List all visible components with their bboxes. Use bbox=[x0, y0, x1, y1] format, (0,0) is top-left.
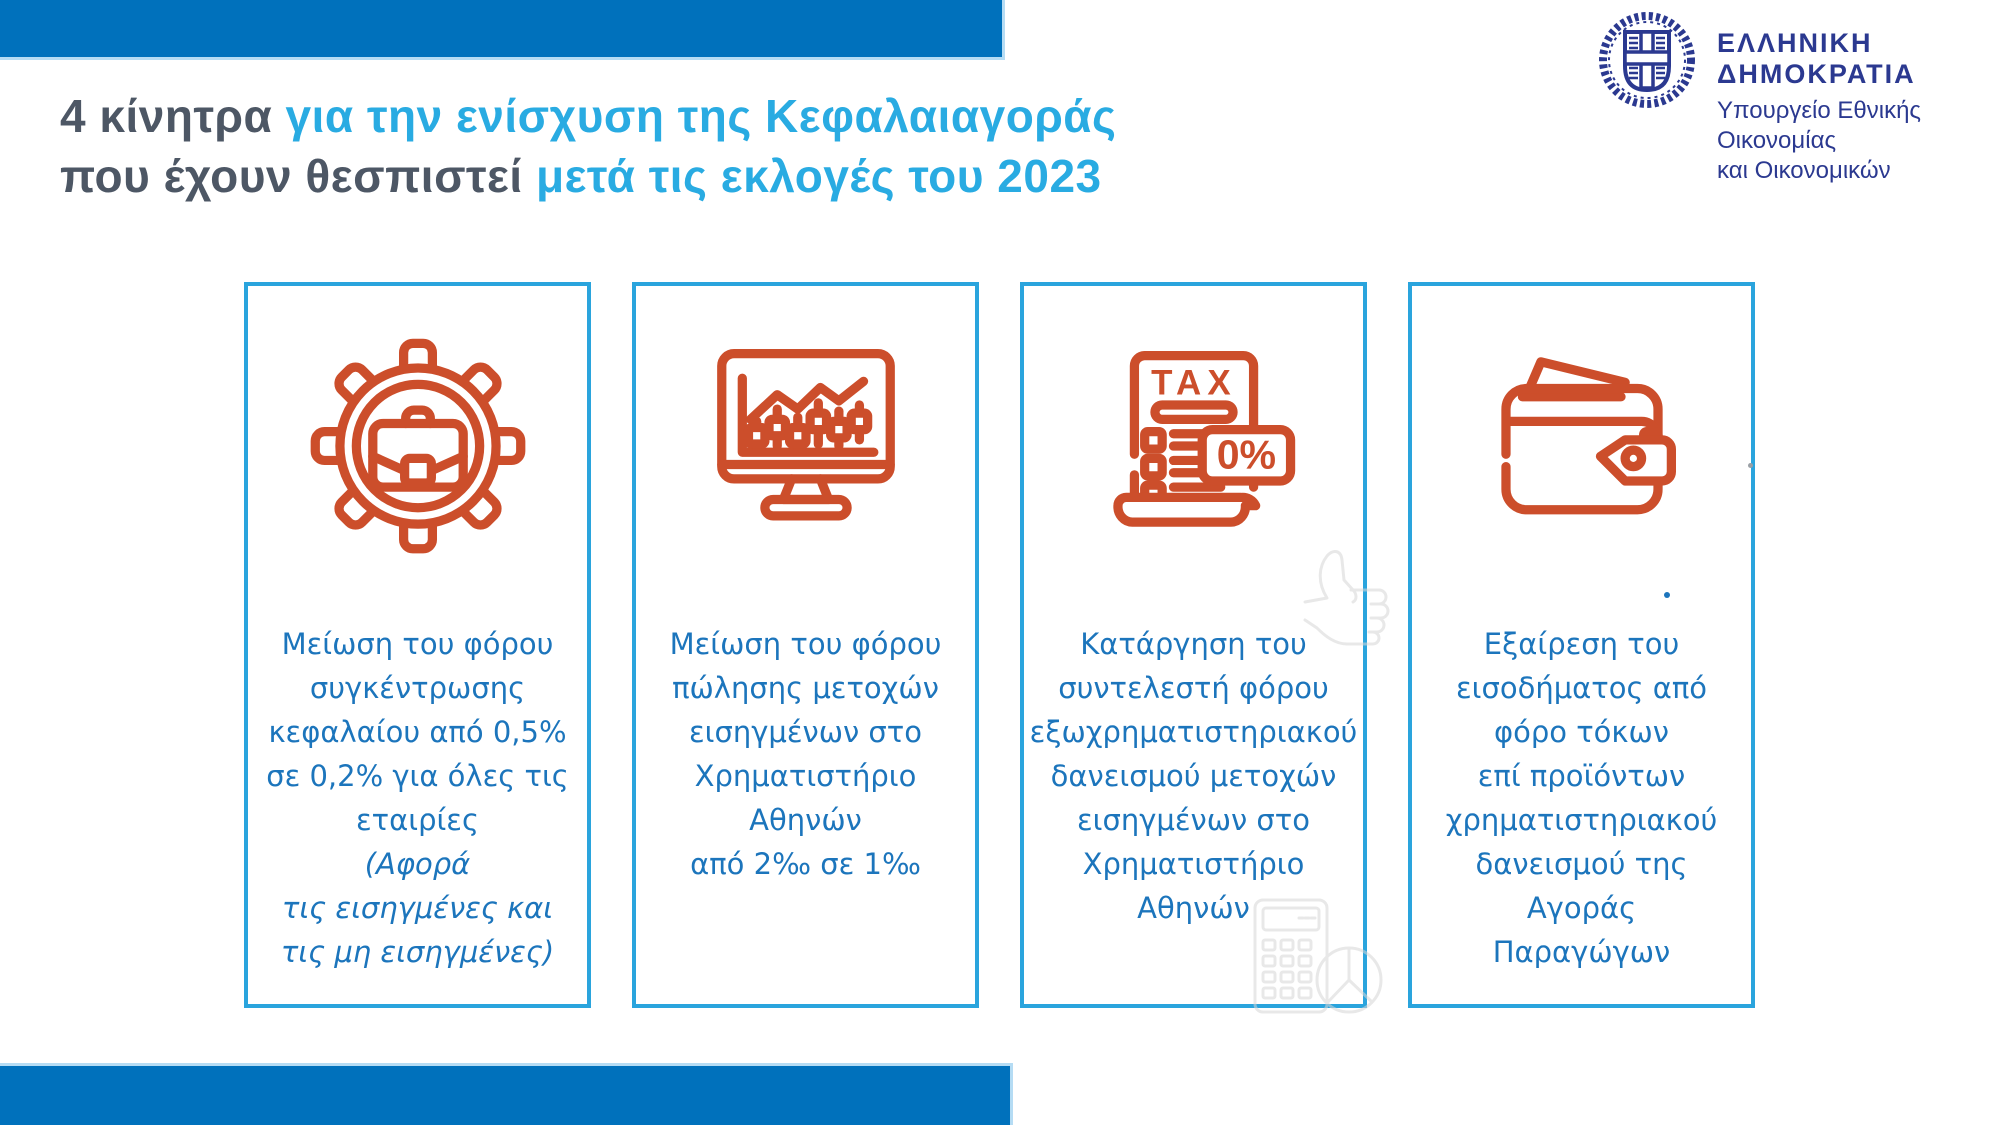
title-line1-dark: 4 κίνητρα bbox=[60, 90, 273, 142]
card-text-line: συντελεστή φόρου bbox=[1058, 671, 1329, 705]
card-text-line: (Αφορά bbox=[364, 847, 471, 881]
card-text-line: από 2‰ σε 1‰ bbox=[690, 847, 921, 881]
wallet-tag-icon bbox=[1412, 326, 1751, 562]
card-text-line: Εξαίρεση του bbox=[1483, 627, 1680, 661]
card-text-line: τις εισηγμένες και bbox=[281, 891, 554, 925]
card-text-line: εισηγμένων στο bbox=[1076, 803, 1311, 837]
bottom-accent-bar bbox=[0, 1063, 1013, 1125]
hellenic-republic-logo: ΕΛΛΗΝΙΚΗ ΔΗΜΟΚΡΑΤΙΑ Υπουργείο Εθνικής Οι… bbox=[1593, 10, 2000, 186]
card-text-line: τις μη εισηγμένες) bbox=[280, 935, 555, 969]
card-text-line: φόρο τόκων bbox=[1493, 715, 1670, 749]
title-line2-dark: που έχουν θεσπιστεί bbox=[60, 150, 523, 202]
card-stock-sale-tax: Μείωση του φόρου πώλησης μετοχών εισηγμένω… bbox=[632, 282, 979, 1008]
tax-zero-percent-icon: TAX 0% bbox=[1024, 326, 1363, 562]
card-text-line: δανεισμού μετοχών bbox=[1050, 759, 1337, 793]
card-text-line: δανεισμού της bbox=[1475, 847, 1688, 881]
stray-dot-blue bbox=[1664, 592, 1670, 598]
card-text-line: εξωχρηματιστηριακού bbox=[1029, 715, 1358, 749]
card-text: Μείωση του φόρου πώλησης μετοχών εισηγμένω… bbox=[622, 622, 989, 886]
greek-coat-of-arms-icon bbox=[1599, 12, 1695, 108]
card-text-line: Παραγώγων bbox=[1492, 935, 1671, 969]
stray-dot-gray bbox=[1748, 463, 1753, 468]
title-line2-accent: μετά τις εκλογές του 2023 bbox=[522, 150, 1102, 202]
card-text-line: εισηγμένων στο bbox=[688, 715, 923, 749]
gov-logo-text: ΕΛΛΗΝΙΚΗ ΔΗΜΟΚΡΑΤΙΑ Υπουργείο Εθνικής Οι… bbox=[1717, 28, 2000, 186]
card-text-line: χρηματιστηριακού bbox=[1445, 803, 1718, 837]
gear-briefcase-icon bbox=[248, 326, 587, 562]
card-text: Κατάργηση του συντελεστή φόρου εξωχρηματισ… bbox=[1010, 622, 1377, 930]
card-text-line: σε 0,2% για όλες τις bbox=[266, 759, 569, 793]
card-text-line: Χρηματιστήριο bbox=[1082, 847, 1305, 881]
card-text-line: Αγοράς bbox=[1526, 891, 1637, 925]
card-text-line: Κατάργηση του bbox=[1080, 627, 1307, 661]
card-text: Εξαίρεση του εισοδήματος από φόρο τόκων επί… bbox=[1398, 622, 1765, 974]
card-text-line: Αθηνών bbox=[1137, 891, 1250, 925]
zero-percent-label: 0% bbox=[1216, 432, 1275, 478]
card-text-line: πώλησης μετοχών bbox=[672, 671, 939, 705]
title-line1-accent: για την ενίσχυση της Κεφαλαιαγοράς bbox=[272, 90, 1117, 142]
title-line-2: που έχουν θεσπιστεί μετά τις εκλογές του… bbox=[60, 146, 1116, 206]
gov-ministry-line2: και Οικονομικών bbox=[1717, 157, 1891, 184]
card-text-line: Χρηματιστήριο bbox=[694, 759, 917, 793]
card-derivatives-income-exemption: Εξαίρεση του εισοδήματος από φόρο τόκων επί… bbox=[1408, 282, 1755, 1008]
card-text-line: συγκέντρωσης bbox=[309, 671, 526, 705]
card-text-line: εισοδήματος από bbox=[1455, 671, 1708, 705]
card-text: Μείωση του φόρου συγκέντρωσης κεφαλαίου απ… bbox=[234, 622, 601, 974]
card-capital-concentration-tax: Μείωση του φόρου συγκέντρωσης κεφαλαίου απ… bbox=[244, 282, 591, 1008]
title-line-1: 4 κίνητρα για την ενίσχυση της Κεφαλαιαγ… bbox=[60, 86, 1116, 146]
stock-chart-monitor-icon bbox=[636, 326, 975, 562]
card-text-line: επί προϊόντων bbox=[1477, 759, 1686, 793]
card-text-line: Μείωση του φόρου bbox=[669, 627, 942, 661]
card-text-line: Αθηνών bbox=[749, 803, 862, 837]
incentive-cards: Μείωση του φόρου συγκέντρωσης κεφαλαίου απ… bbox=[244, 282, 1755, 1014]
card-text-line: Μείωση του φόρου bbox=[281, 627, 554, 661]
tax-label: TAX bbox=[1151, 364, 1237, 403]
card-text-line: κεφαλαίου από 0,5% bbox=[268, 715, 567, 749]
top-accent-bar bbox=[0, 0, 1005, 60]
card-text-line: εταιρίες bbox=[356, 803, 479, 837]
gov-name: ΕΛΛΗΝΙΚΗ ΔΗΜΟΚΡΑΤΙΑ bbox=[1717, 28, 1916, 89]
card-otc-lending-tax-abolition: TAX 0% Κατάρ bbox=[1020, 282, 1390, 1014]
gov-ministry-line1: Υπουργείο Εθνικής Οικονομίας bbox=[1717, 97, 1921, 154]
page-title: 4 κίνητρα για την ενίσχυση της Κεφαλαιαγ… bbox=[60, 86, 1116, 206]
